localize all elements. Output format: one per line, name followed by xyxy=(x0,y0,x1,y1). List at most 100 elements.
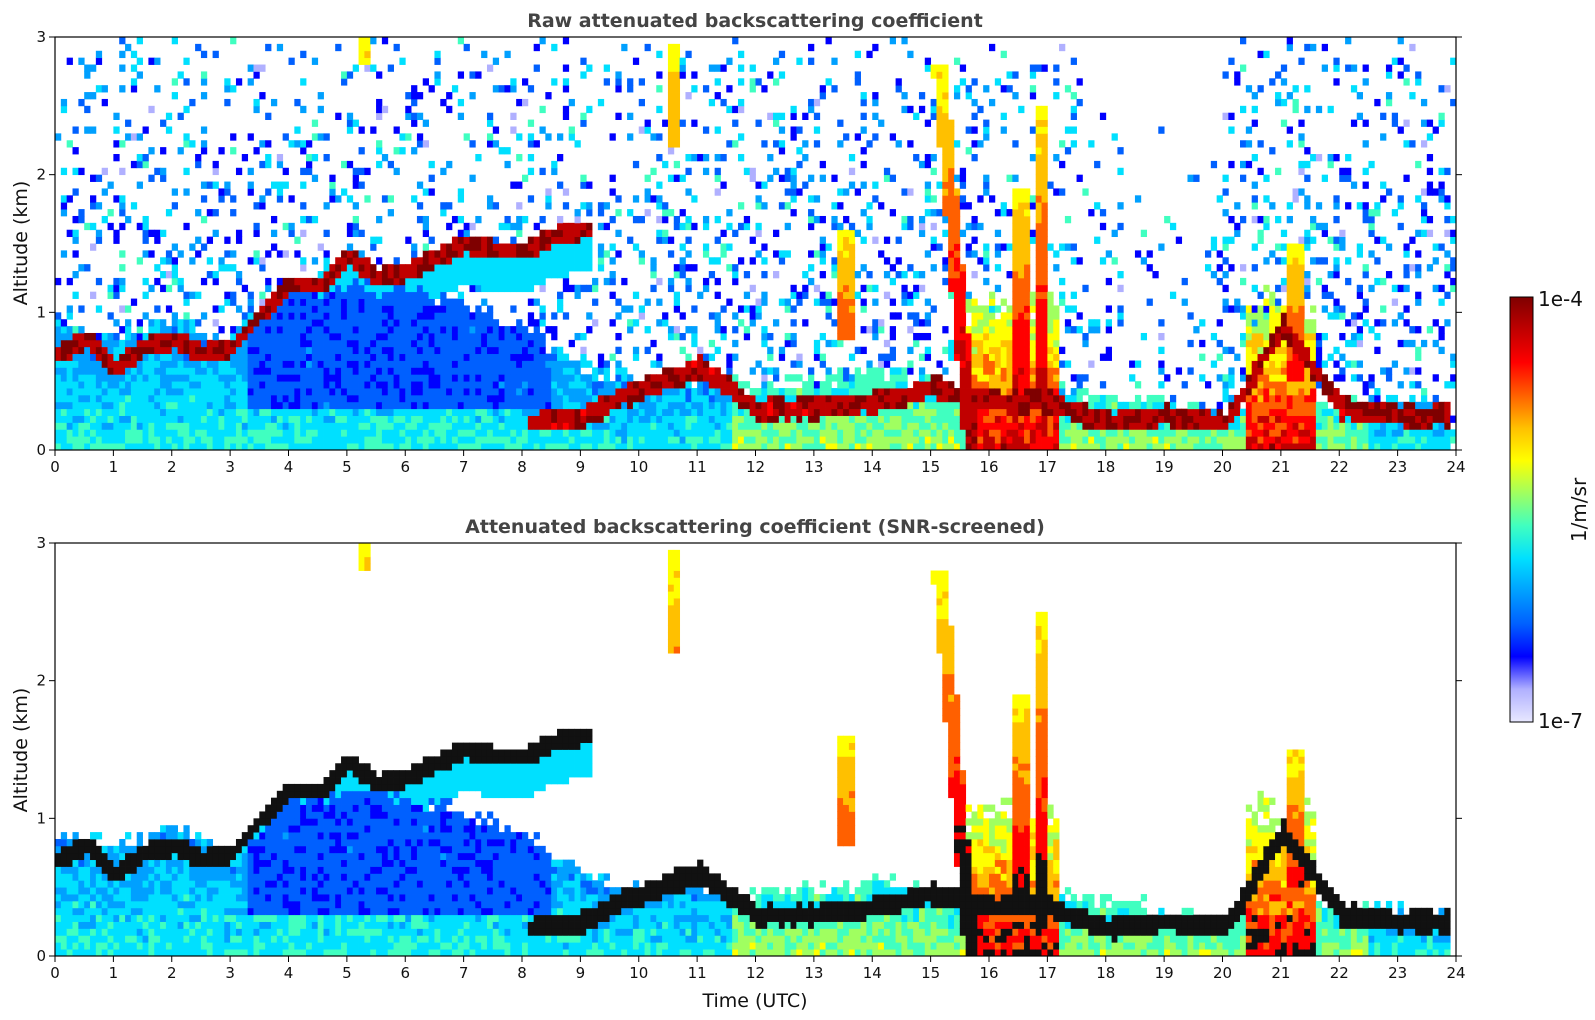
heatmap-cell xyxy=(656,181,663,189)
heatmap-cell xyxy=(486,112,494,120)
heatmap-cell xyxy=(387,346,394,355)
heatmap-cell xyxy=(55,408,62,416)
heatmap-cell xyxy=(673,436,681,444)
heatmap-cell xyxy=(615,312,622,320)
heatmap-cell xyxy=(1029,415,1037,423)
heatmap-cell xyxy=(557,374,564,382)
heatmap-cell xyxy=(1012,222,1019,231)
heatmap-cell xyxy=(1006,326,1013,334)
heatmap-cell xyxy=(504,271,511,279)
heatmap-cell xyxy=(276,195,284,203)
heatmap-cell xyxy=(667,408,675,416)
heatmap-cell xyxy=(685,264,692,272)
heatmap-cell xyxy=(235,332,243,341)
heatmap-cell xyxy=(475,401,482,410)
heatmap-cell xyxy=(370,374,377,382)
heatmap-cell xyxy=(551,436,558,444)
heatmap-cell xyxy=(592,367,599,375)
heatmap-cell xyxy=(1018,353,1025,361)
heatmap-cell xyxy=(84,436,91,444)
heatmap-cell xyxy=(498,346,505,355)
heatmap-cell xyxy=(720,305,727,313)
heatmap-cell xyxy=(1070,443,1077,450)
heatmap-cell xyxy=(574,360,581,368)
heatmap-cell xyxy=(580,408,587,416)
heatmap-cell xyxy=(241,154,249,162)
heatmap-cell xyxy=(761,443,768,450)
heatmap-cell xyxy=(119,222,126,231)
heatmap-cell xyxy=(492,257,500,265)
heatmap-cell xyxy=(930,71,937,79)
heatmap-cell xyxy=(1012,422,1019,430)
heatmap-cell xyxy=(399,408,406,416)
heatmap-cell xyxy=(142,360,149,368)
heatmap-cell xyxy=(451,277,459,286)
heatmap-cell xyxy=(1024,353,1031,361)
heatmap-cell xyxy=(510,353,517,361)
heatmap-cell xyxy=(1129,401,1136,410)
heatmap-cell xyxy=(84,394,91,403)
heatmap-cell xyxy=(761,291,768,299)
heatmap-cell xyxy=(889,264,896,272)
heatmap-cell xyxy=(498,250,505,258)
heatmap-cell xyxy=(854,291,861,299)
heatmap-cell xyxy=(224,443,231,450)
heatmap-cell xyxy=(469,243,476,251)
heatmap-cell xyxy=(1047,429,1054,437)
heatmap-cell xyxy=(364,360,371,368)
heatmap-cell xyxy=(212,277,219,286)
heatmap-cell xyxy=(1006,381,1013,389)
heatmap-cell xyxy=(889,326,896,334)
heatmap-cell xyxy=(463,360,470,368)
heatmap-cell xyxy=(510,257,517,265)
heatmap-cell xyxy=(627,319,634,327)
heatmap-cell xyxy=(276,408,284,416)
heatmap-cell xyxy=(621,394,628,403)
heatmap-cell xyxy=(84,367,91,375)
heatmap-cell xyxy=(808,394,815,403)
heatmap-cell xyxy=(212,381,219,389)
heatmap-cell xyxy=(1029,401,1037,410)
heatmap-cell xyxy=(370,415,377,423)
heatmap-cell xyxy=(504,250,511,258)
heatmap-cell xyxy=(1018,105,1025,114)
heatmap-cell xyxy=(1041,367,1048,375)
heatmap-cell xyxy=(872,332,879,341)
heatmap-cell xyxy=(621,401,628,410)
heatmap-cell xyxy=(416,305,424,313)
heatmap-cell xyxy=(428,326,435,334)
heatmap-cell xyxy=(632,291,640,299)
heatmap-cell xyxy=(644,443,651,450)
heatmap-cell xyxy=(977,367,984,375)
heatmap-cell xyxy=(55,422,62,430)
heatmap-cell xyxy=(837,298,844,306)
heatmap-cell xyxy=(323,436,330,444)
heatmap-cell xyxy=(831,374,838,382)
heatmap-cell xyxy=(983,257,990,265)
heatmap-cell xyxy=(930,112,937,120)
heatmap-cell xyxy=(206,436,214,444)
heatmap-cell xyxy=(679,394,686,403)
heatmap-cell xyxy=(1123,401,1130,410)
heatmap-cell xyxy=(253,229,260,238)
heatmap-cell xyxy=(136,57,143,65)
heatmap-cell xyxy=(901,388,908,396)
heatmap-cell xyxy=(294,339,301,348)
heatmap-cell xyxy=(895,422,902,430)
heatmap-cell xyxy=(831,388,838,396)
heatmap-cell xyxy=(586,360,593,368)
heatmap-cell xyxy=(276,346,284,355)
heatmap-cell xyxy=(848,271,856,279)
heatmap-cell xyxy=(311,443,319,450)
heatmap-cell xyxy=(200,78,208,86)
heatmap-cell xyxy=(510,326,517,334)
heatmap-cell xyxy=(107,312,114,320)
heatmap-cell xyxy=(656,388,663,396)
heatmap-cell xyxy=(837,319,844,327)
heatmap-cell xyxy=(737,98,745,107)
heatmap-cell xyxy=(504,284,511,293)
heatmap-cell xyxy=(276,160,284,169)
heatmap-cell xyxy=(72,147,79,155)
heatmap-cell xyxy=(1094,326,1101,334)
heatmap-cell xyxy=(358,147,365,155)
